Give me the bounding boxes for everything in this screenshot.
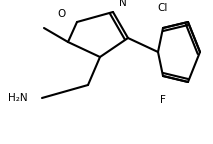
Text: Cl: Cl <box>158 3 168 13</box>
Text: N: N <box>119 0 127 8</box>
Text: O: O <box>57 9 65 19</box>
Text: H₂N: H₂N <box>8 93 28 103</box>
Text: F: F <box>160 95 166 105</box>
